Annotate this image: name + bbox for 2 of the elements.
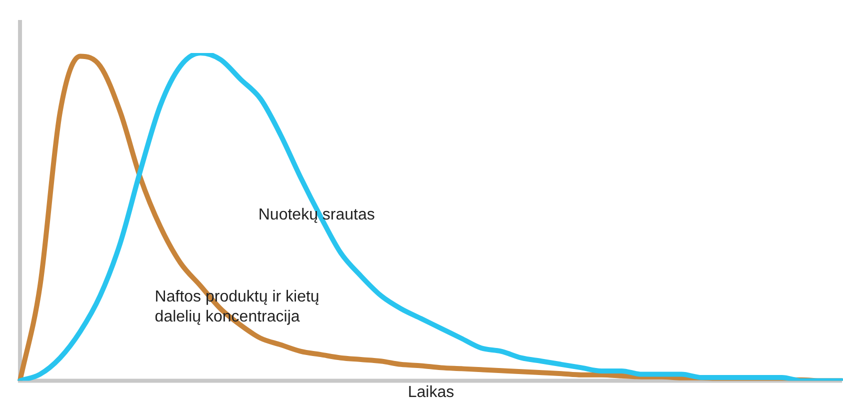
x-axis-title: Laikas — [408, 384, 454, 401]
series-label: Nuotekų srautas — [258, 206, 375, 224]
